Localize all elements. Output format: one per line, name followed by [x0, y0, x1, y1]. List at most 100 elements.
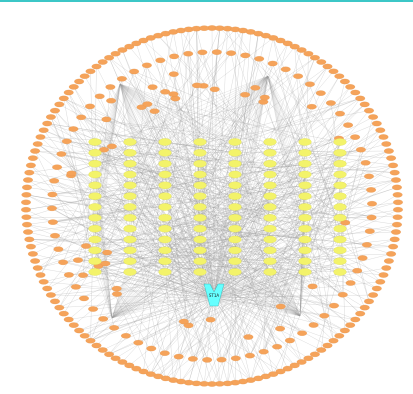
- compound-node: [158, 138, 172, 146]
- edge: [199, 163, 314, 326]
- edge: [90, 152, 341, 341]
- edge: [269, 179, 397, 197]
- compound-node: [88, 192, 102, 200]
- edge: [267, 75, 306, 153]
- edge: [119, 83, 166, 175]
- edge: [63, 98, 215, 299]
- edge: [79, 297, 215, 331]
- edge: [94, 66, 97, 143]
- target-node: [21, 199, 31, 205]
- edge: [213, 253, 392, 299]
- edge: [267, 75, 306, 164]
- edge: [339, 149, 362, 251]
- target-node: [297, 330, 308, 336]
- target-node: [355, 310, 366, 317]
- edge: [111, 141, 236, 319]
- target-node: [68, 84, 79, 90]
- edge: [111, 206, 236, 319]
- edge: [119, 83, 166, 164]
- target-node: [46, 114, 56, 120]
- compound-node: [228, 214, 242, 222]
- target-node: [250, 85, 261, 91]
- edge: [339, 196, 398, 218]
- target-node: [368, 292, 379, 298]
- target-node: [63, 316, 74, 323]
- compound-node: [333, 246, 347, 254]
- target-node: [356, 146, 366, 153]
- edge: [108, 57, 215, 299]
- edge: [119, 83, 236, 240]
- edge: [213, 297, 249, 338]
- target-node: [23, 229, 33, 235]
- edge: [84, 239, 236, 336]
- target-node: [316, 59, 327, 65]
- edge: [94, 75, 269, 153]
- edge: [94, 271, 215, 299]
- edge: [93, 271, 166, 310]
- target-node: [375, 279, 386, 285]
- target-node: [202, 357, 213, 363]
- edge: [199, 30, 244, 240]
- compound-node: [263, 246, 277, 254]
- edge: [111, 217, 236, 319]
- target-node: [371, 285, 382, 292]
- edge: [164, 75, 269, 262]
- edge: [213, 297, 220, 384]
- target-node: [133, 340, 144, 346]
- edge: [160, 60, 215, 299]
- edge: [94, 83, 121, 143]
- edge: [43, 281, 215, 299]
- compound-node: [228, 170, 242, 179]
- edge: [50, 116, 201, 262]
- edge: [213, 294, 343, 299]
- edge: [129, 52, 232, 164]
- target-node: [28, 155, 38, 161]
- compound-node: [123, 268, 137, 276]
- target-node: [159, 350, 170, 356]
- edge: [164, 261, 215, 299]
- compound-node: [158, 149, 172, 157]
- edge: [304, 250, 334, 341]
- edge: [213, 55, 246, 299]
- edge: [119, 83, 236, 262]
- edge: [119, 83, 166, 186]
- edge: [27, 179, 215, 299]
- edge: [213, 297, 322, 351]
- edge: [111, 152, 306, 319]
- target-node: [315, 90, 326, 96]
- edge: [129, 228, 211, 320]
- compound-node: [88, 159, 102, 168]
- target-node: [244, 352, 255, 359]
- compound-node: [298, 170, 312, 179]
- edge: [213, 297, 278, 347]
- edge: [111, 228, 236, 319]
- target-node: [187, 356, 198, 362]
- edge: [111, 217, 166, 319]
- edge: [111, 152, 236, 319]
- edge: [43, 130, 271, 218]
- edge: [213, 239, 306, 299]
- edge: [164, 163, 215, 299]
- edge: [213, 297, 365, 308]
- edge: [94, 83, 121, 251]
- edge: [164, 75, 269, 229]
- edge: [111, 196, 236, 319]
- edge: [164, 239, 301, 317]
- compound-node: [228, 224, 242, 233]
- target-node: [305, 81, 315, 87]
- edge: [304, 184, 342, 208]
- edge: [111, 185, 236, 319]
- target-node: [183, 322, 194, 329]
- compound-node: [333, 214, 347, 222]
- target-node: [49, 178, 60, 184]
- hub-node-label: ST1A: [209, 293, 220, 298]
- compound-node: [88, 235, 102, 244]
- edge: [164, 271, 251, 381]
- edge: [47, 123, 236, 153]
- edge: [93, 297, 215, 310]
- compound-node: [333, 149, 347, 157]
- edge: [339, 239, 381, 282]
- edge: [26, 187, 341, 229]
- target-node: [47, 205, 57, 211]
- edge: [94, 75, 269, 186]
